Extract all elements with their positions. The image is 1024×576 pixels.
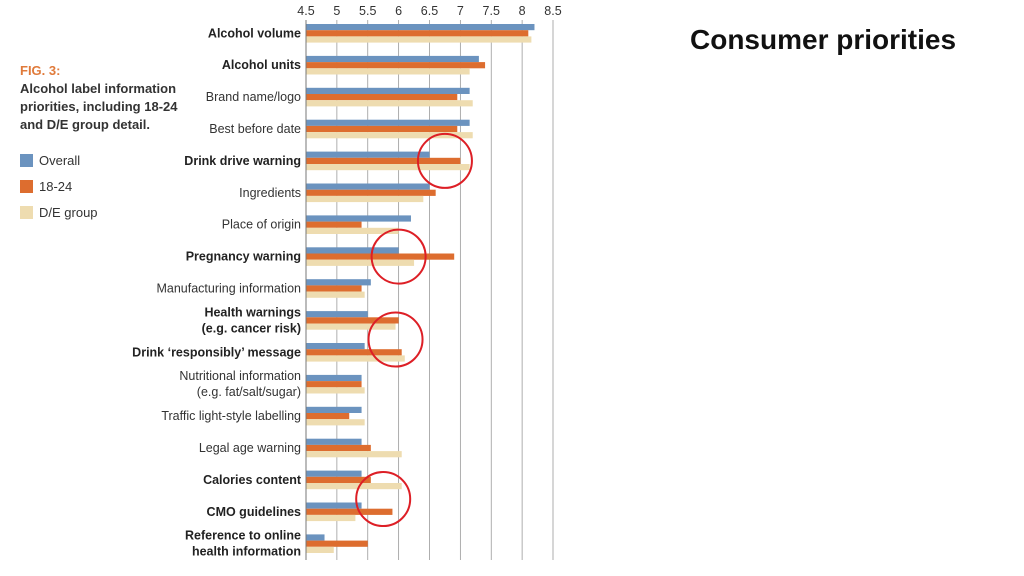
bar-de_group xyxy=(306,387,365,394)
bar-age_18_24 xyxy=(306,253,455,260)
bar-overall xyxy=(306,119,470,126)
x-tick-label: 8.5 xyxy=(544,4,561,18)
bar-overall xyxy=(306,24,535,31)
category-label: CMO guidelines xyxy=(207,505,302,519)
category-label: Alcohol volume xyxy=(208,26,301,40)
x-tick-label: 4.5 xyxy=(297,4,314,18)
slide-title: Consumer priorities xyxy=(690,24,957,55)
bar-overall xyxy=(306,343,365,350)
bar-overall xyxy=(306,406,362,413)
x-tick-label: 6 xyxy=(395,4,402,18)
bar-age_18_24 xyxy=(306,157,461,164)
bar-de_group xyxy=(306,323,396,330)
highlight-circle xyxy=(355,471,412,528)
bar-overall xyxy=(306,247,399,254)
category-label: Traffic light-style labelling xyxy=(161,409,301,423)
bar-de_group xyxy=(306,100,473,107)
category-label: Health warnings (e.g. cancer risk) xyxy=(202,305,301,335)
x-tick-label: 5.5 xyxy=(359,4,376,18)
category-label: Legal age warning xyxy=(199,441,301,455)
figure-caption: FIG. 3: Alcohol label information priori… xyxy=(20,62,190,134)
figure-number: FIG. 3: xyxy=(20,63,61,78)
bar-age_18_24 xyxy=(306,62,486,69)
bar-age_18_24 xyxy=(306,413,350,420)
figure-caption-text: Alcohol label information priorities, in… xyxy=(20,81,178,132)
bar-age_18_24 xyxy=(306,285,362,292)
category-label: Pregnancy warning xyxy=(186,250,301,264)
bar-de_group xyxy=(306,546,334,553)
bar-overall xyxy=(306,183,430,190)
category-label: Place of origin xyxy=(222,218,301,232)
x-tick-label: 7 xyxy=(457,4,464,18)
bar-age_18_24 xyxy=(306,30,529,37)
bar-de_group xyxy=(306,36,532,43)
x-tick-label: 5 xyxy=(333,4,340,18)
legend-item-18-24: 18-24 xyxy=(20,173,98,199)
bar-age_18_24 xyxy=(306,94,458,101)
bar-overall xyxy=(306,502,362,509)
x-tick-label: 7.5 xyxy=(483,4,500,18)
bar-de_group xyxy=(306,195,424,203)
bar-de_group xyxy=(306,355,405,362)
category-label: Brand name/logo xyxy=(206,90,301,104)
category-label: Calories content xyxy=(203,473,302,487)
bar-de_group xyxy=(306,483,402,490)
category-label: Best before date xyxy=(209,122,301,136)
bar-de_group xyxy=(306,164,470,171)
bar-overall xyxy=(306,438,362,445)
bar-overall xyxy=(306,279,371,286)
category-label: Manufacturing information xyxy=(156,282,301,296)
bar-de_group xyxy=(306,514,356,522)
highlight-circle xyxy=(367,311,424,368)
highlight-circle xyxy=(416,132,473,189)
x-tick-label: 8 xyxy=(519,4,526,18)
bar-de_group xyxy=(306,451,402,458)
bar-age_18_24 xyxy=(306,221,362,228)
legend-item-de-group: D/E group xyxy=(20,199,98,225)
bar-age_18_24 xyxy=(306,317,399,324)
legend-swatch-overall xyxy=(20,153,33,167)
bar-age_18_24 xyxy=(306,540,368,547)
category-label: Drink ‘responsibly’ message xyxy=(132,345,301,359)
category-label: Reference to online health information xyxy=(185,529,301,559)
bar-age_18_24 xyxy=(306,125,458,133)
category-label: Ingredients xyxy=(239,186,301,200)
bar-overall xyxy=(306,87,470,94)
bar-de_group xyxy=(306,132,473,139)
chart-legend: Overall 18-24 D/E group xyxy=(20,147,98,225)
legend-label-overall: Overall xyxy=(39,152,81,168)
bar-age_18_24 xyxy=(306,444,371,452)
bar-overall xyxy=(306,470,362,477)
bar-de_group xyxy=(306,291,365,298)
bar-de_group xyxy=(306,259,415,266)
bar-age_18_24 xyxy=(306,508,393,515)
legend-label-18-24: 18-24 xyxy=(39,178,73,194)
highlight-circle xyxy=(370,228,427,285)
bar-overall xyxy=(306,311,368,318)
bar-de_group xyxy=(306,227,399,234)
category-label: Alcohol units xyxy=(222,58,301,72)
legend-label-de-group: D/E group xyxy=(39,204,98,220)
bar-overall xyxy=(306,374,362,382)
bar-de_group xyxy=(306,68,470,75)
bar-overall xyxy=(306,534,325,541)
bar-age_18_24 xyxy=(306,476,371,483)
legend-item-overall: Overall xyxy=(20,147,98,173)
bar-age_18_24 xyxy=(306,381,362,388)
bar-overall xyxy=(306,215,411,222)
bar-overall xyxy=(306,151,430,158)
category-label: Drink drive warning xyxy=(184,154,301,168)
bar-age_18_24 xyxy=(306,189,436,196)
legend-swatch-18-24 xyxy=(20,179,33,193)
bar-de_group xyxy=(306,419,365,426)
bar-overall xyxy=(306,55,479,63)
legend-swatch-de-group xyxy=(20,205,33,219)
bar-age_18_24 xyxy=(306,349,402,356)
category-label: Nutritional information (e.g. fat/salt/su… xyxy=(179,369,301,399)
x-tick-label: 6.5 xyxy=(421,4,438,18)
